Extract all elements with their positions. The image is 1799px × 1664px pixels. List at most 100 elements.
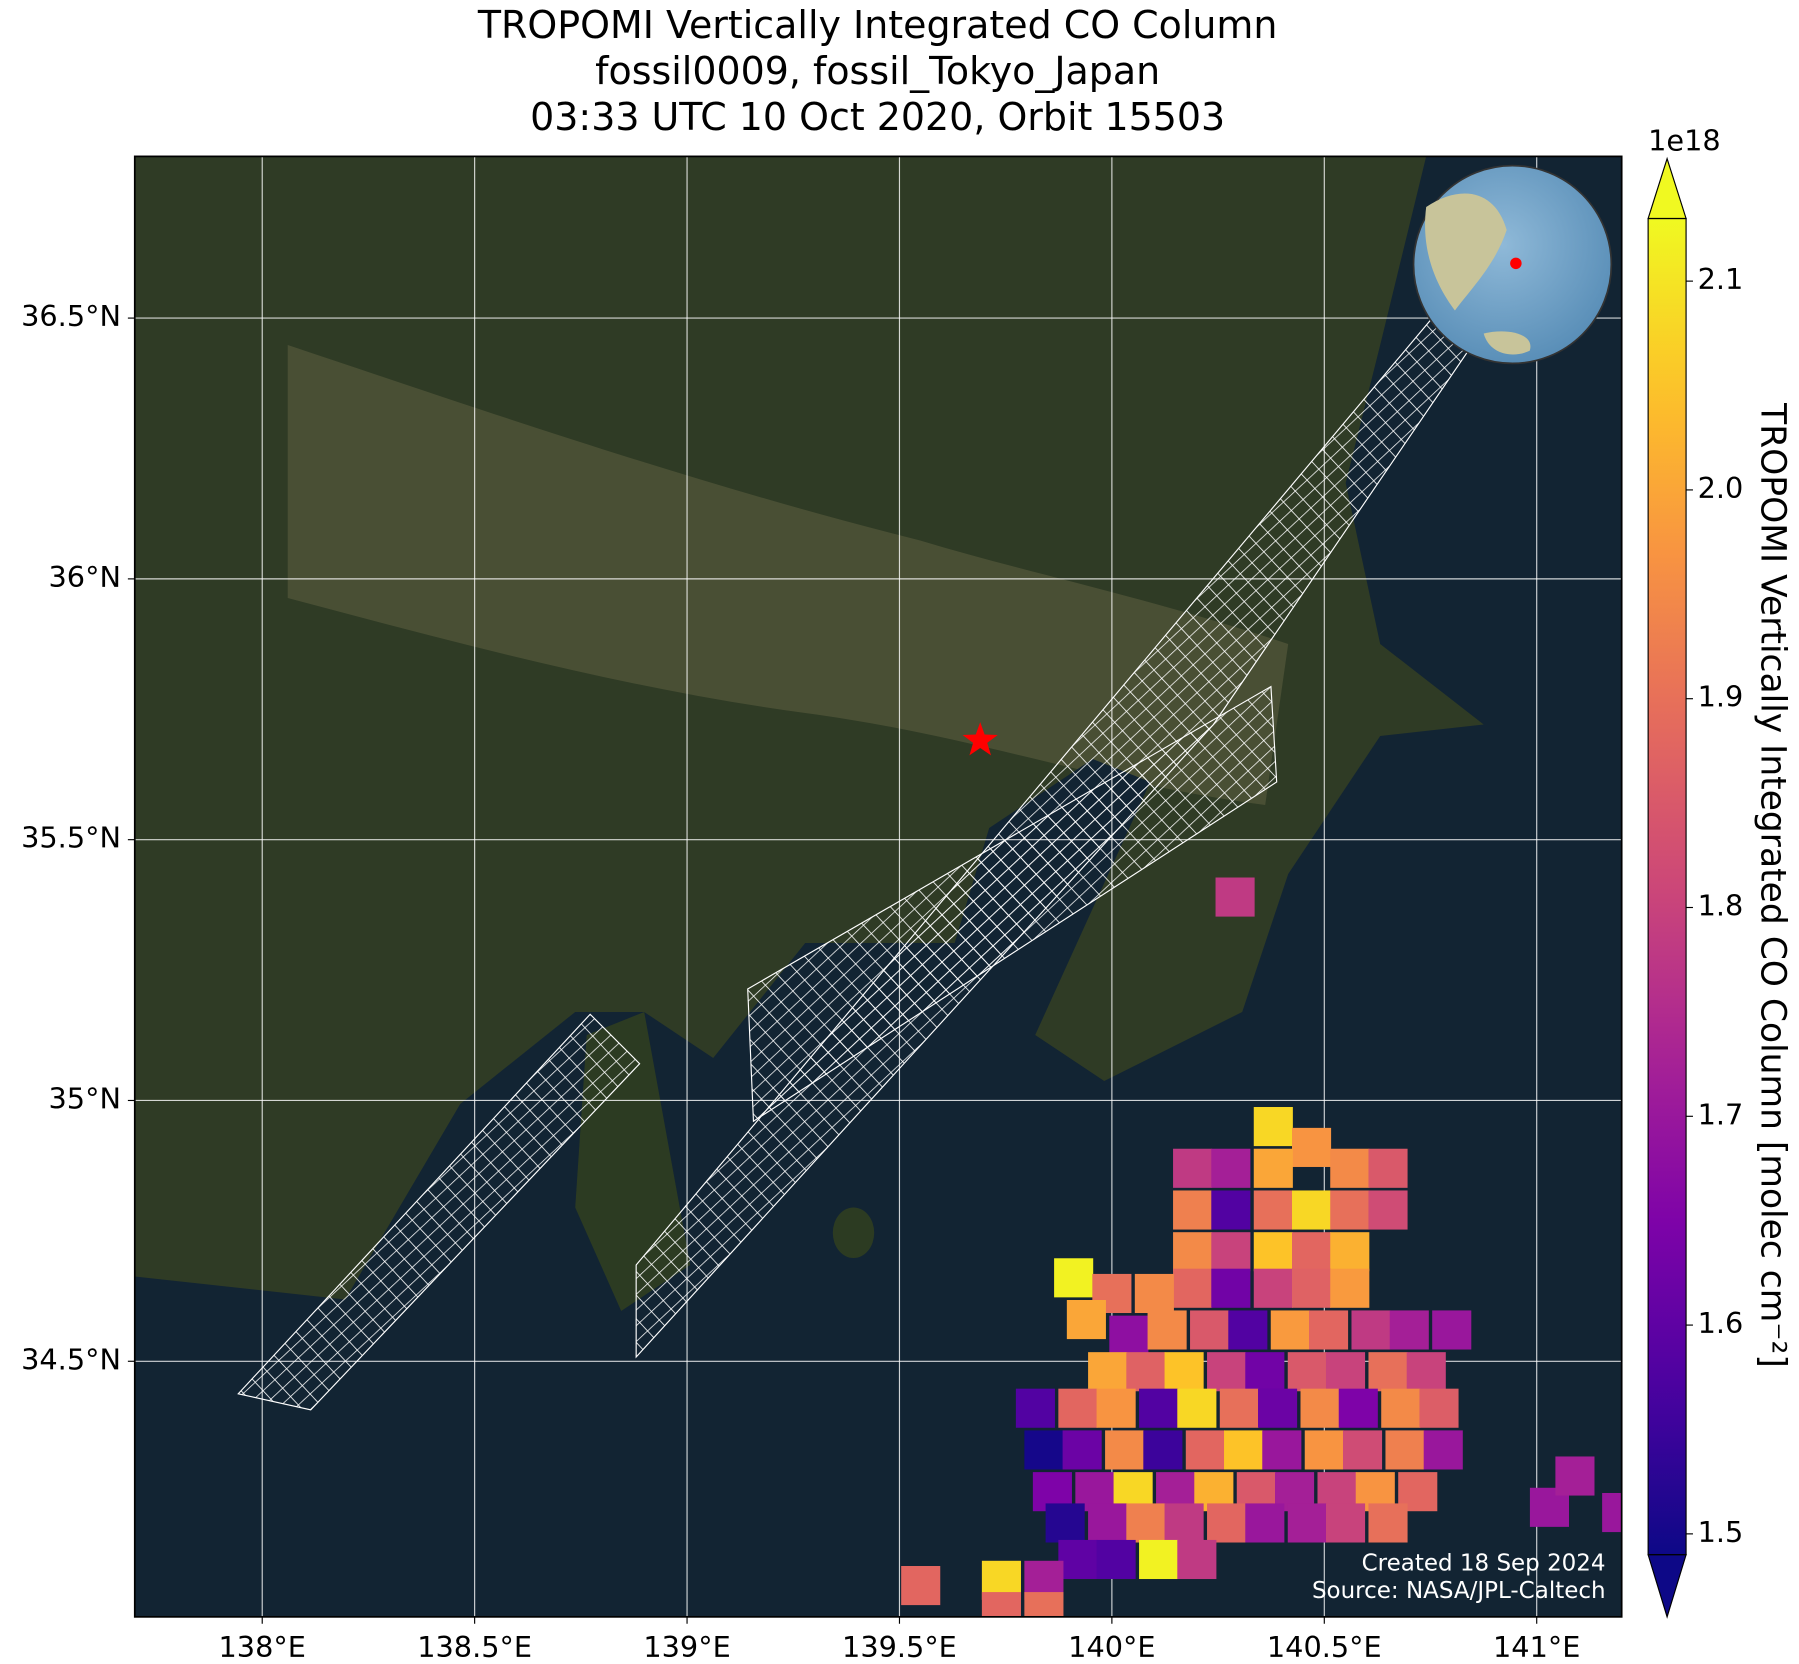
pixel xyxy=(1253,1232,1293,1272)
pixel xyxy=(1147,1310,1187,1350)
pixel xyxy=(901,1566,941,1606)
pixel xyxy=(1292,1127,1332,1167)
colorbar-offset: 1e18 xyxy=(1648,124,1721,158)
pixel xyxy=(1045,1503,1085,1543)
y-tick-label: 36°N xyxy=(49,560,121,594)
colorbar-extend-bottom xyxy=(1647,1554,1687,1619)
pixels xyxy=(901,877,1622,1617)
pixel xyxy=(1139,1388,1179,1428)
pixel xyxy=(1105,1430,1145,1470)
pixel xyxy=(1134,1273,1174,1314)
pixel xyxy=(1308,1310,1349,1350)
pixel xyxy=(1325,1352,1366,1392)
colorbar-tick-label: 2.1 xyxy=(1698,262,1744,296)
x-tick-label: 141°E xyxy=(1493,1630,1580,1664)
pixel xyxy=(1270,1310,1310,1350)
colorbar-tick-label: 1.8 xyxy=(1698,889,1744,923)
pixel xyxy=(1253,1107,1293,1147)
pixel xyxy=(1423,1430,1463,1470)
pixel xyxy=(1368,1352,1408,1392)
pixel xyxy=(1173,1148,1213,1188)
y-tick-label: 36.5°N xyxy=(21,299,121,333)
pixel xyxy=(1368,1503,1408,1543)
pixel xyxy=(1215,877,1255,917)
swath xyxy=(747,685,1278,1123)
pixel xyxy=(1292,1190,1332,1230)
pixel xyxy=(1173,1190,1213,1230)
pixel xyxy=(1066,1299,1106,1340)
pixel xyxy=(1211,1232,1251,1272)
globe-land xyxy=(1483,331,1531,355)
island xyxy=(832,1207,875,1259)
pixel xyxy=(1419,1388,1459,1428)
plain xyxy=(287,344,1289,805)
pixel xyxy=(1389,1310,1429,1350)
pixel xyxy=(1385,1430,1425,1470)
colorbar-tick-label: 1.5 xyxy=(1698,1515,1744,1549)
pixel xyxy=(1368,1148,1408,1188)
colorbar xyxy=(1647,217,1687,1556)
pixel xyxy=(1258,1388,1298,1428)
pixel xyxy=(1342,1430,1383,1470)
pixel xyxy=(1555,1456,1595,1496)
pixel xyxy=(1164,1352,1204,1392)
pixel xyxy=(1253,1148,1293,1188)
pixel xyxy=(1173,1268,1213,1308)
x-tick-label: 140.5°E xyxy=(1267,1630,1382,1664)
pixel xyxy=(1185,1430,1225,1470)
pixel xyxy=(1058,1388,1098,1428)
pixel xyxy=(1207,1503,1247,1543)
x-tick-label: 139.5°E xyxy=(842,1630,957,1664)
site-marker xyxy=(962,722,998,756)
credit: Created 18 Sep 2024 xyxy=(1362,1550,1606,1576)
pixel xyxy=(1126,1503,1166,1543)
pixel xyxy=(1287,1352,1327,1392)
source: Source: NASA/JPL-Caltech xyxy=(1312,1578,1606,1604)
pixel xyxy=(1088,1352,1128,1392)
pixel xyxy=(1228,1310,1268,1350)
pixel xyxy=(1024,1430,1064,1470)
pixel xyxy=(1602,1492,1622,1533)
pixel xyxy=(1177,1388,1217,1428)
chart-title: TROPOMI Vertically Integrated CO Column xyxy=(477,3,1278,47)
pixel xyxy=(1300,1388,1340,1428)
pixel xyxy=(1368,1190,1408,1230)
pixel xyxy=(1062,1430,1102,1470)
pixel xyxy=(1406,1352,1446,1392)
pixel xyxy=(1351,1310,1391,1350)
pixel xyxy=(1381,1388,1421,1428)
globe-site xyxy=(1510,257,1522,270)
chart-subtitle: fossil0009, fossil_Tokyo_Japan xyxy=(595,49,1160,93)
pixel xyxy=(1211,1190,1251,1230)
y-tick-label: 35.5°N xyxy=(21,821,121,855)
colorbar-tick-label: 2.0 xyxy=(1698,471,1744,505)
pixel xyxy=(1173,1232,1213,1272)
pixel xyxy=(1325,1503,1366,1543)
pixel xyxy=(1253,1190,1293,1230)
pixel xyxy=(1143,1430,1183,1470)
pixel xyxy=(1207,1352,1247,1392)
pixel xyxy=(1224,1430,1264,1470)
pixel xyxy=(1109,1315,1149,1355)
pixel xyxy=(1262,1430,1302,1470)
y-tick-label: 34.5°N xyxy=(21,1342,121,1376)
x-tick-label: 138.5°E xyxy=(417,1630,532,1664)
pixel xyxy=(1330,1190,1370,1230)
swath xyxy=(237,1013,641,1411)
pixel xyxy=(1304,1430,1344,1470)
x-tick-label: 138°E xyxy=(219,1630,306,1664)
pixel xyxy=(1024,1592,1064,1617)
pixel xyxy=(1096,1388,1136,1428)
pixel xyxy=(1015,1388,1055,1428)
colorbar-tick-label: 1.9 xyxy=(1698,680,1744,714)
globe-land xyxy=(1425,193,1507,311)
pixel xyxy=(1292,1232,1332,1272)
pixel xyxy=(981,1592,1021,1617)
pixel xyxy=(1292,1268,1332,1308)
x-tick-label: 140°E xyxy=(1068,1630,1155,1664)
pixel xyxy=(1177,1539,1217,1580)
pixel xyxy=(1330,1148,1370,1188)
pixel xyxy=(1054,1258,1094,1298)
